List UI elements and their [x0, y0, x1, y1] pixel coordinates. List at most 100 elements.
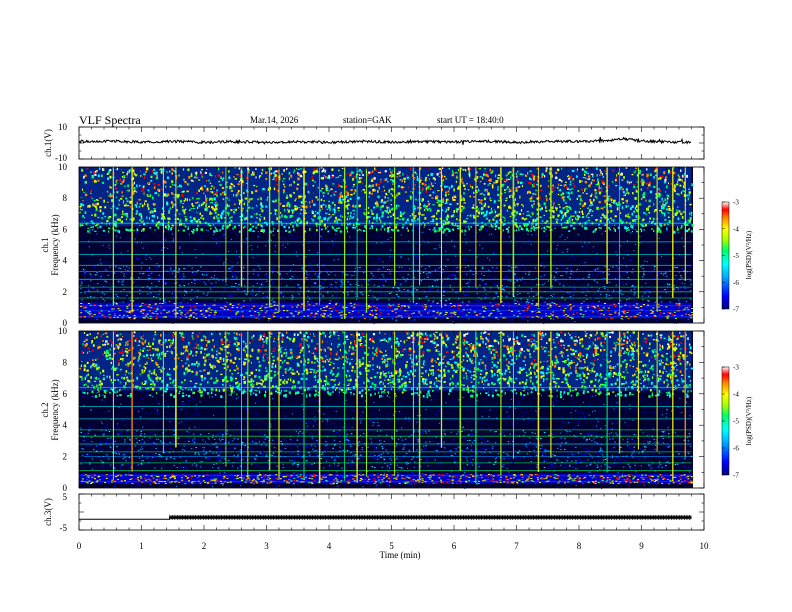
ch1-spectrogram-emission-cell — [162, 180, 166, 184]
ch1-spectrogram-emission-cell — [123, 179, 125, 182]
ch1-spectrogram-emission-cell — [657, 225, 659, 227]
ch1-spectrogram-lowband-cell — [155, 297, 158, 298]
ch1-spectrogram-emission-cell — [453, 225, 456, 227]
ch1-spectrogram-emission-cell — [148, 181, 151, 184]
ch1-spectrogram-emission-cell — [437, 200, 439, 202]
ch1-spectrogram-emission-cell — [617, 172, 619, 175]
ch1-spectrogram-lowband-cell — [271, 267, 274, 269]
ch1-spectrogram-emission-cell — [559, 188, 562, 192]
ch1-spectrogram-noise-cell — [372, 295, 374, 297]
ch1-spectrogram-noise-cell — [617, 268, 619, 270]
ch1-spectrogram-emission-cell — [125, 212, 128, 215]
ch1-spectrogram-noise-cell — [438, 267, 440, 269]
ch1-spectrogram-noise-cell — [505, 240, 507, 242]
ch1-spectrogram-emission-cell — [582, 213, 584, 215]
ch1-spectrogram-emission-cell — [519, 181, 523, 185]
ch1-spectrogram-emission-cell — [383, 186, 385, 188]
ch1-spectrogram-emission-cell — [561, 216, 564, 219]
ch1-spectrogram-emission-cell — [402, 217, 405, 221]
ch1-spectrogram-emission-cell — [259, 214, 261, 216]
ch1-spectrogram-emission-cell — [345, 195, 348, 198]
ch1-spectrogram-lowband-cell — [628, 298, 631, 300]
ch1-spectrogram-emission-cell — [373, 206, 376, 209]
ch1-spectrogram-lowband-cell — [146, 293, 149, 295]
ch1-spectrogram-noise-cell — [581, 246, 584, 248]
ch1-spectrogram-emission-cell — [515, 225, 518, 227]
ch1-spectrogram-emission-cell — [520, 209, 523, 212]
ch1-spectrogram-emission-cell — [689, 216, 692, 220]
ch1-spectrogram-lowband-cell — [150, 292, 152, 294]
ch1-spectrogram-emission-cell — [197, 224, 199, 227]
ch1-spectrogram-emission-cell — [368, 216, 371, 218]
ch1-spectrogram-emission-cell — [214, 175, 216, 178]
ch1-spectrogram-noise-cell — [481, 273, 483, 275]
ch1-spectrogram-emission-cell — [300, 195, 303, 198]
ch1-spectrogram-emission-cell — [320, 189, 323, 192]
ch1-spectrogram-noise-cell — [443, 291, 445, 293]
ch1-spectrogram-emission-cell — [607, 210, 609, 214]
ch1-spectrogram-lowband-cell — [369, 289, 371, 291]
ch1-spectrogram-emission-cell — [127, 171, 129, 174]
ch1-spectrogram-emission-cell — [158, 221, 161, 224]
ch1-spectrogram-emission-cell — [133, 172, 136, 175]
ch1-spectrogram-noise-cell — [266, 242, 269, 244]
ch1-spectrogram-emission-cell — [126, 213, 129, 215]
ch1-spectrogram-noise-cell — [88, 246, 90, 248]
ch1-spectrogram-noise-cell — [553, 296, 555, 298]
ch1-spectrogram-emission-cell — [139, 213, 142, 216]
ch1-spectrogram-emission-cell — [682, 174, 684, 178]
ch1-spectrogram-noise-cell — [265, 245, 267, 247]
ch1-spectrogram-emission-cell — [592, 179, 595, 182]
ch1-spectrogram-emission-cell — [314, 170, 316, 173]
ch1-spectrogram-emission-cell — [140, 190, 143, 193]
ch1-spectrogram-lowband-cell — [569, 291, 571, 293]
ch1-spectrogram-noise-cell — [574, 292, 576, 294]
ch1-spectrogram-emission-cell — [588, 184, 591, 188]
ch1-spectrogram-emission-cell — [595, 196, 598, 199]
ch1-spectrogram-noise-cell — [581, 287, 583, 290]
ch1-spectrogram-emission-cell — [680, 212, 683, 216]
ch1-spectrogram-emission-cell — [311, 211, 314, 214]
ch1-spectrogram-noise-cell — [265, 273, 267, 275]
ch1-spectrogram-emission-cell — [534, 193, 537, 196]
ch1-spectrogram-noise-cell — [601, 240, 603, 242]
ch1-spectrogram-emission-cell — [300, 201, 303, 204]
ch1-spectrogram-lowband-cell — [295, 290, 297, 292]
ch1-spectrogram-lowband-cell — [515, 278, 518, 279]
ch1-spectrogram-noise-cell — [514, 245, 516, 247]
ch1-spectrogram-noise-cell — [505, 321, 507, 324]
ch1-spectrogram-noise-cell — [556, 249, 558, 251]
ch1-spectrogram-noise-cell — [553, 292, 555, 295]
ch1-spectrogram-emission-cell — [160, 168, 163, 171]
ch1-spectrogram-noise-cell — [84, 292, 86, 294]
ch1-spectrogram-noise-cell — [584, 242, 586, 244]
ch1-spectrogram-lowband-cell — [260, 295, 263, 297]
ch1-spectrogram-emission-cell — [430, 182, 433, 186]
ch1-spectrogram-emission-cell — [230, 187, 233, 189]
ch1-spectrogram-emission-cell — [592, 174, 594, 178]
ch1-spectrogram-emission-cell — [290, 193, 292, 197]
ch1-spectrogram-noise-cell — [484, 318, 486, 320]
ch1-spectrogram-emission-cell — [286, 194, 288, 198]
ch1-spectrogram-noise-cell — [101, 229, 103, 231]
ch1-spectrogram-emission-cell — [469, 214, 472, 217]
ch1-spectrogram-lowband-cell — [307, 290, 310, 292]
ch1-spectrogram-emission-cell — [304, 212, 307, 214]
ch1-spectrogram-noise-cell — [334, 237, 336, 239]
ch1-spectrogram-noise-cell — [246, 238, 248, 240]
ch1-spectrogram-emission-cell — [531, 174, 534, 178]
ch1-spectrogram-emission-cell — [296, 187, 299, 191]
ch1-spectrogram-emission-cell — [200, 217, 202, 219]
ch1-spectrogram-emission-cell — [296, 183, 300, 186]
ch1-spectrogram-noise-cell — [565, 321, 567, 323]
ch1-spectrogram-noise-cell — [214, 226, 216, 228]
ch1-spectrogram-emission-cell — [94, 203, 97, 205]
ch1-spectrogram-emission-cell — [181, 191, 184, 193]
ch1-spectrogram-emission-cell — [84, 181, 87, 184]
ch1-spectrogram-noise-cell — [541, 262, 543, 264]
ch1-spectrogram-noise-cell — [634, 243, 637, 246]
ch1-spectrogram-noise-cell — [339, 252, 341, 254]
ch1-spectrogram-emission-cell — [575, 217, 577, 220]
ch1-spectrogram-emission-cell — [503, 223, 506, 225]
ch1-spectrogram-noise-cell — [240, 287, 243, 289]
